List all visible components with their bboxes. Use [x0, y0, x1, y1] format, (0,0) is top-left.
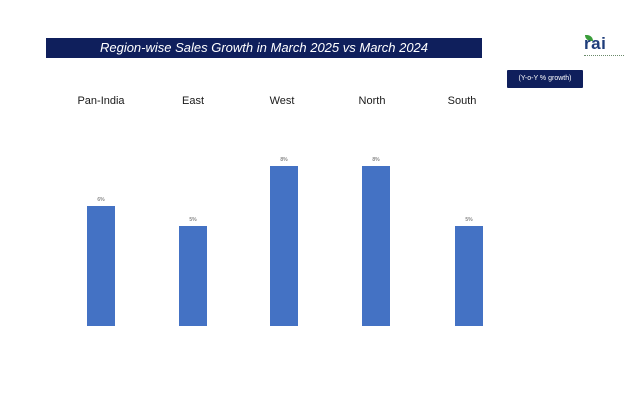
- logo-text: rai: [584, 34, 607, 53]
- category-label-west: West: [270, 95, 295, 107]
- rai-logo: rai: [584, 35, 624, 63]
- category-label-north: North: [359, 95, 386, 107]
- category-label-east: East: [182, 95, 204, 107]
- bar-south: [455, 226, 483, 326]
- slide-title: Region-wise Sales Growth in March 2025 v…: [46, 38, 482, 58]
- bar-pan-india: [87, 206, 115, 326]
- bars: [87, 166, 483, 326]
- category-label-south: South: [448, 95, 477, 107]
- logo-tagline-line: [584, 55, 624, 59]
- bar-west: [270, 166, 298, 326]
- leaf-icon: [585, 35, 593, 41]
- bar-north: [362, 166, 390, 326]
- category-labels: Pan-India East West North South: [77, 95, 476, 107]
- data-label-east: 5%: [189, 217, 197, 223]
- bar-east: [179, 226, 207, 326]
- yoy-growth-badge: (Y-o-Y % growth): [507, 70, 583, 88]
- category-label-pan-india: Pan-India: [77, 95, 125, 107]
- data-label-north: 8%: [372, 157, 380, 163]
- data-label-south: 5%: [465, 217, 473, 223]
- data-label-pan-india: 6%: [97, 197, 105, 203]
- data-labels: 6% 5% 8% 8% 5%: [97, 157, 473, 223]
- data-label-west: 8%: [280, 157, 288, 163]
